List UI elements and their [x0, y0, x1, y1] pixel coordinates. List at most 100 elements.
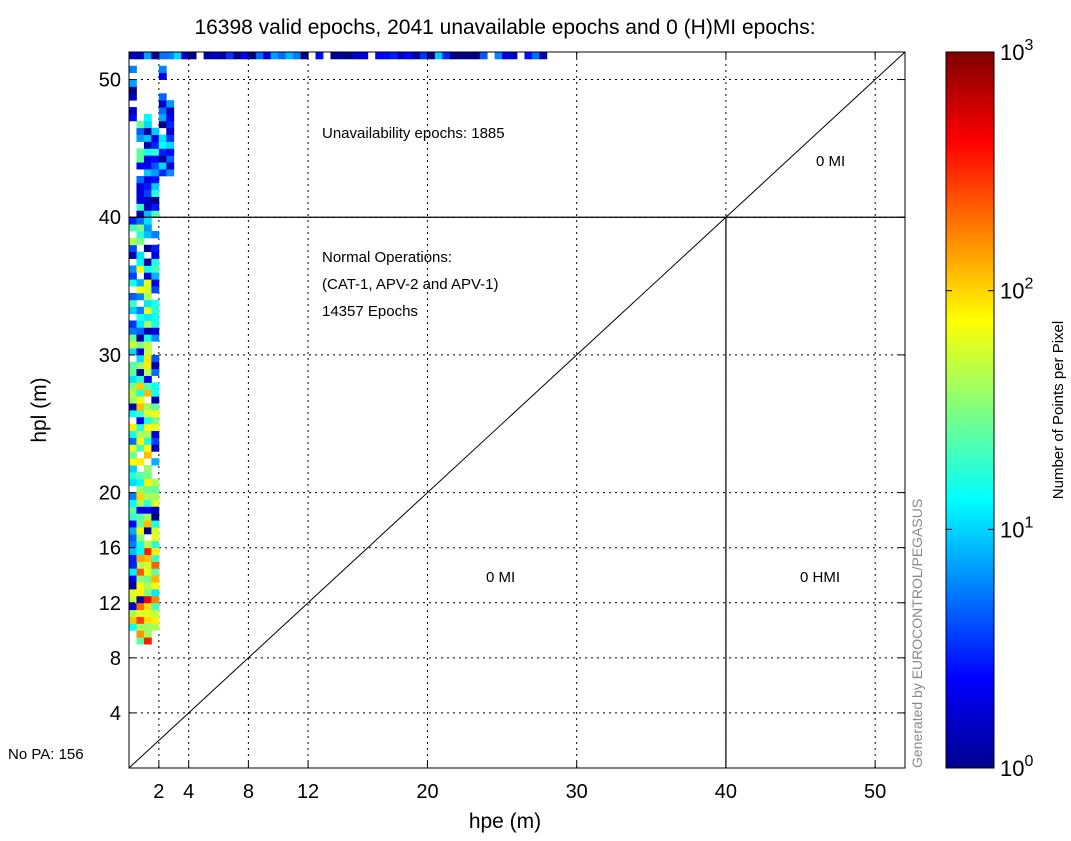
- heatmap-cell: [136, 348, 144, 355]
- heatmap-cell: [144, 231, 152, 238]
- heatmap-cell: [129, 568, 137, 575]
- heatmap-cell: [151, 603, 159, 610]
- heatmap-cell: [144, 362, 152, 369]
- heatmap-cell: [450, 52, 458, 59]
- heatmap-cell: [136, 321, 144, 328]
- heatmap-cell: [263, 52, 271, 59]
- y-tick-label: 30: [99, 345, 121, 367]
- heatmap-cell: [129, 327, 137, 334]
- heatmap-cell: [144, 355, 152, 362]
- heatmap-cell: [390, 52, 398, 59]
- heatmap-cell: [524, 52, 532, 59]
- heatmap-cell: [129, 438, 137, 445]
- heatmap-cell: [181, 52, 189, 59]
- heatmap-cell: [144, 169, 152, 176]
- heatmap-cell: [129, 334, 137, 341]
- heatmap-cell: [144, 203, 152, 210]
- heatmap-cell: [151, 561, 159, 568]
- y-tick-label: 50: [99, 70, 121, 92]
- heatmap-cell: [442, 52, 450, 59]
- heatmap-cell: [151, 555, 159, 562]
- heatmap-cell: [144, 596, 152, 603]
- heatmap-cell: [129, 472, 137, 479]
- heatmap-cell: [144, 444, 152, 451]
- heatmap-cell: [129, 321, 137, 328]
- y-tick-label: 16: [99, 538, 121, 560]
- heatmap-cell: [129, 458, 137, 465]
- heatmap-cell: [136, 121, 144, 128]
- heatmap-cell: [136, 630, 144, 637]
- heatmap-cell: [144, 348, 152, 355]
- heatmap-cell: [136, 217, 144, 224]
- heatmap-cell: [219, 52, 227, 59]
- heatmap-cell: [241, 52, 249, 59]
- heatmap-cell: [166, 142, 174, 149]
- heatmap-cell: [465, 52, 473, 59]
- heatmap-cell: [144, 382, 152, 389]
- heatmap-cell: [136, 231, 144, 238]
- heatmap-cell: [144, 197, 152, 204]
- y-tick-label: 8: [110, 648, 121, 670]
- heatmap-cell: [144, 431, 152, 438]
- heatmap-cell: [151, 617, 159, 624]
- heatmap-cell: [151, 541, 159, 548]
- heatmap-cell: [151, 479, 159, 486]
- heatmap-cell: [129, 506, 137, 513]
- heatmap-cell: [136, 410, 144, 417]
- heatmap-cell: [129, 245, 137, 252]
- heatmap-cell: [151, 286, 159, 293]
- heatmap-cell: [136, 293, 144, 300]
- heatmap-cell: [144, 527, 152, 534]
- heatmap-cell: [144, 493, 152, 500]
- heatmap-cell: [129, 224, 137, 231]
- heatmap-cell: [151, 272, 159, 279]
- heatmap-cell: [144, 162, 152, 169]
- heatmap-cell: [136, 369, 144, 376]
- heatmap-cell: [144, 190, 152, 197]
- heatmap-cell: [301, 52, 309, 59]
- heatmap-cell: [136, 279, 144, 286]
- heatmap-cell: [144, 561, 152, 568]
- heatmap-cell: [151, 245, 159, 252]
- heatmap-cell: [166, 107, 174, 114]
- heatmap-cell: [144, 114, 152, 121]
- heatmap-cell: [136, 259, 144, 266]
- heatmap-cell: [144, 555, 152, 562]
- heatmap-cell: [144, 121, 152, 128]
- unavailability-annotation: Unavailability epochs: 1885: [322, 125, 505, 142]
- heatmap-cell: [129, 465, 137, 472]
- y-tick-label: 20: [99, 483, 121, 505]
- heatmap-cell: [151, 403, 159, 410]
- heatmap-cell: [144, 630, 152, 637]
- heatmap-cell: [338, 52, 346, 59]
- heatmap-cell: [144, 637, 152, 644]
- heatmap-cell: [129, 389, 137, 396]
- heatmap-cell: [136, 623, 144, 630]
- heatmap-cell: [129, 107, 137, 114]
- heatmap-cell: [129, 86, 137, 93]
- heatmap-cell: [151, 210, 159, 217]
- heatmap-cell: [144, 610, 152, 617]
- heatmap-cell: [129, 279, 137, 286]
- heatmap-cell: [136, 472, 144, 479]
- heatmap-cell: [136, 603, 144, 610]
- colorbar: [946, 52, 994, 768]
- heatmap-cell: [129, 582, 137, 589]
- heatmap-cell: [189, 52, 197, 59]
- heatmap-cell: [136, 327, 144, 334]
- heatmap-cell: [159, 66, 167, 73]
- y-axis-ticks: 48121620304050: [99, 70, 905, 725]
- heatmap-cell: [136, 555, 144, 562]
- heatmap-cell: [129, 527, 137, 534]
- heatmap-cell: [144, 617, 152, 624]
- heatmap-cell: [151, 300, 159, 307]
- heatmap-cell: [144, 176, 152, 183]
- heatmap-cell: [136, 307, 144, 314]
- heatmap-cell: [151, 355, 159, 362]
- heatmap-cell: [129, 376, 137, 383]
- heatmap-cell: [144, 52, 152, 59]
- heatmap-cell: [136, 527, 144, 534]
- heatmap-cell: [151, 610, 159, 617]
- heatmap-cell: [435, 52, 443, 59]
- heatmap-cell: [129, 617, 137, 624]
